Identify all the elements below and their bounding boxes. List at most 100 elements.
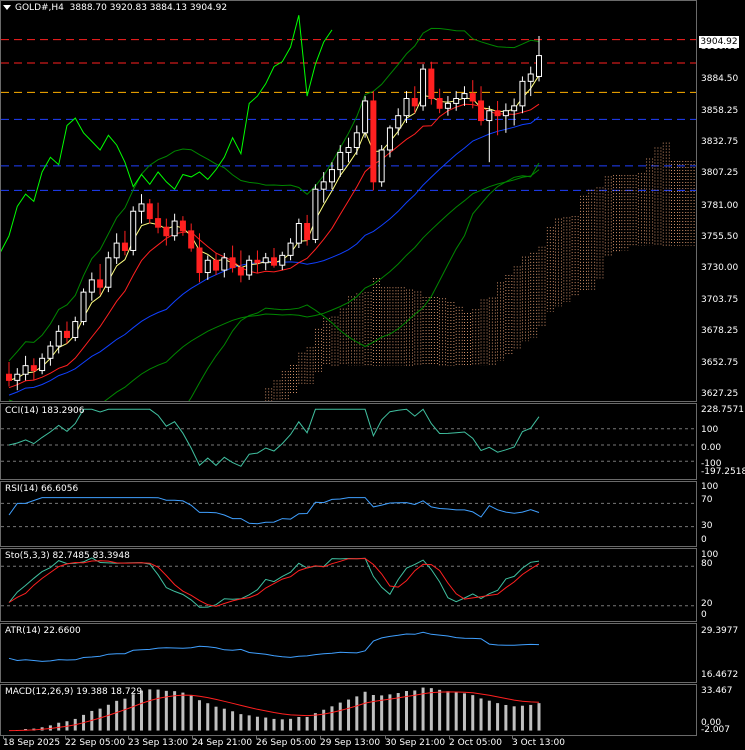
stochastic-pane[interactable]: Sto(5,3,3) 82.7485 83.3948 (0, 548, 697, 622)
candle-body (411, 98, 418, 107)
atr-pane[interactable]: ATR(14) 22.6600 (0, 623, 697, 683)
macd-histogram-bar (156, 689, 160, 731)
candle-body (511, 105, 518, 112)
price-tick: 3730.00 (701, 263, 739, 274)
macd-histogram-bar (297, 717, 301, 731)
rsi-pane[interactable]: RSI(14) 66.6056 (0, 481, 697, 547)
candle-body (196, 247, 203, 274)
macd-histogram-bar (272, 718, 276, 731)
candle-body (72, 321, 79, 338)
candle-body (146, 203, 153, 220)
macd-histogram-bar (313, 713, 317, 731)
candle-body (453, 98, 460, 104)
candle-body (254, 259, 261, 264)
rsi-canvas (1, 497, 696, 528)
candle-body (304, 223, 311, 240)
stoch-tick: 80 (701, 559, 713, 569)
macd-histogram-bar (140, 690, 143, 731)
macd-histogram-bar (189, 695, 193, 731)
candle-body (502, 110, 509, 117)
time-tick-label: 26 Sep 05:00 (256, 738, 317, 748)
candle-body (138, 203, 145, 212)
time-tick-mark (385, 736, 386, 739)
atr-tick: 29.3977 (701, 626, 739, 636)
macd-tick: 0.00 (701, 718, 722, 728)
macd-histogram-bar (479, 698, 483, 731)
time-tick-mark (256, 736, 257, 739)
macd-histogram-bar (197, 700, 201, 731)
macd-histogram-bar (396, 693, 400, 731)
macd-histogram-bar (131, 694, 135, 731)
stoch-tick: 20 (701, 599, 713, 609)
cci-canvas (1, 408, 696, 467)
macd-histogram-bar (504, 704, 508, 731)
macd-signal-line (8, 691, 540, 732)
candle-body (337, 151, 344, 171)
macd-pane[interactable]: MACD(12,26,9) 19.388 18.729 (0, 684, 697, 736)
macd-histogram-bar (247, 715, 251, 731)
time-tick-mark (128, 736, 129, 739)
price-tick: 3627.25 (701, 389, 739, 399)
cci-pane[interactable]: CCI(14) 183.2906 (0, 403, 697, 480)
macd-histogram-bar (330, 706, 334, 731)
macd-histogram-bar (214, 706, 218, 731)
symbol-timeframe: GOLD#,H4 (15, 3, 64, 13)
rsi-tick: 70 (701, 495, 713, 505)
rsi-line (8, 497, 540, 525)
atr-axis: 29.3977 16.4672 (698, 623, 745, 683)
time-tick-mark (320, 736, 321, 739)
time-axis[interactable]: 18 Sep 2025 22 Sep 05:00 23 Sep 13:00 24 Se… (0, 736, 697, 750)
macd-histogram-bar (496, 703, 500, 731)
candle-body (353, 132, 360, 149)
candle-body (320, 181, 327, 190)
time-tick-label: 18 Sep 2025 (3, 738, 61, 748)
candle-body (262, 257, 269, 264)
macd-canvas (8, 687, 541, 732)
time-tick-label: 29 Sep 13:00 (320, 738, 381, 748)
macd-histogram-bar (222, 708, 226, 731)
candle-body (97, 279, 104, 288)
price-chart-pane[interactable]: GOLD#,H4 3888.70 3920.83 3884.13 3904.92 (0, 0, 697, 402)
chikou-span-line (1, 15, 333, 253)
macd-axis: 33.467 0.00 -2.007 (698, 684, 745, 736)
macd-label: MACD(12,26,9) 19.388 18.729 (5, 687, 143, 697)
candle-body (39, 357, 46, 372)
bollinger-upper-band (8, 27, 540, 362)
chart-menu-triangle-icon[interactable] (3, 5, 11, 10)
candle-body (22, 365, 29, 375)
macd-histogram-bar (338, 702, 342, 731)
time-tick-label: 23 Sep 13:00 (128, 738, 189, 748)
price-tick: 3807.25 (701, 168, 739, 179)
candle-body (14, 373, 21, 381)
price-chart-canvas[interactable] (1, 1, 697, 402)
time-tick-label: 2 Oct 05:00 (449, 738, 502, 748)
candle-body (287, 242, 294, 256)
cci-tick: -100 (701, 459, 722, 469)
price-axis[interactable]: 3910.003884.503858.253832.753807.253781.… (698, 0, 745, 402)
candle-body (536, 55, 542, 77)
macd-histogram-bar (537, 703, 541, 731)
stoch-signal-line (8, 557, 540, 607)
macd-histogram-bar (115, 700, 119, 731)
candle-body (271, 257, 277, 266)
candle-body (444, 102, 451, 109)
candle-body (312, 188, 319, 240)
current-price-box: 3904.92 (699, 36, 739, 48)
macd-histogram-bar (173, 691, 177, 731)
rsi-tick: 100 (701, 482, 719, 492)
cci-tick: 0.00 (701, 443, 722, 453)
macd-histogram-bar (164, 690, 168, 731)
time-tick-label: 24 Sep 21:00 (192, 738, 253, 748)
candle-body (436, 98, 443, 109)
macd-histogram-bar (371, 694, 375, 731)
time-tick-mark (512, 736, 513, 739)
candle-body (130, 210, 137, 251)
candle-body (486, 110, 493, 122)
macd-histogram-bar (123, 698, 127, 731)
candle-body (370, 100, 377, 183)
macd-tick: -2.007 (701, 725, 731, 735)
time-tick-mark (192, 736, 193, 739)
macd-histogram-bar (206, 703, 210, 731)
bollinger-lower-band (8, 162, 540, 401)
price-tick: 3884.50 (701, 73, 739, 84)
